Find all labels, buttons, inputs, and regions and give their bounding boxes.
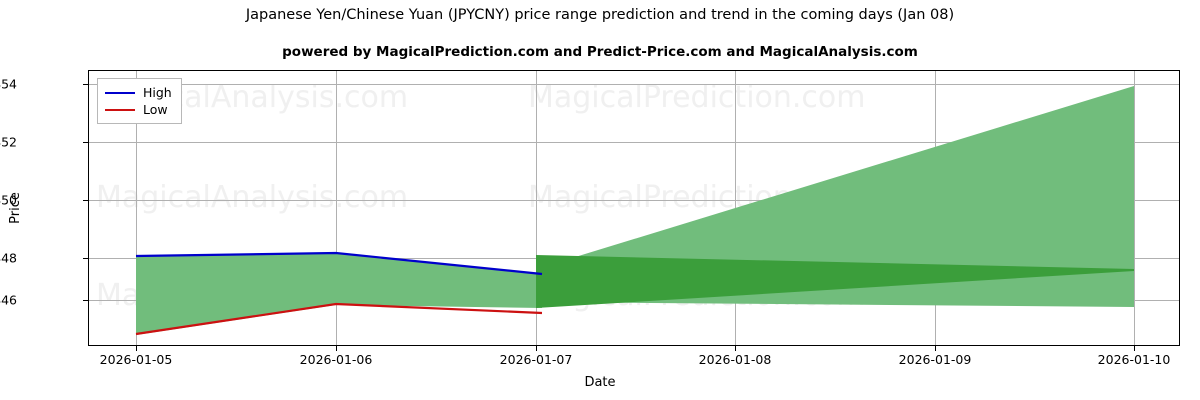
legend-label-high: High <box>143 85 172 100</box>
x-tick-label-3: 2026-01-08 <box>698 352 772 367</box>
gridline-x-2026-01-05 <box>136 70 137 346</box>
y-tick-mark-3 <box>83 142 88 143</box>
forecast-inner-band <box>536 255 1134 308</box>
x-tick-label-2: 2026-01-07 <box>499 352 573 367</box>
y-tick-mark-0 <box>83 300 88 301</box>
chart-title: Japanese Yen/Chinese Yuan (JPYCNY) price… <box>245 7 955 23</box>
x-tick-label-4: 2026-01-09 <box>898 352 972 367</box>
x-tick-label-1: 2026-01-06 <box>299 352 373 367</box>
gridline-y-0.0454 <box>88 84 1180 85</box>
x-axis-label: Date <box>584 375 616 390</box>
gridline-y-0.0450 <box>88 200 1180 201</box>
x-tick-mark-0 <box>136 346 137 351</box>
gridline-y-0.0452 <box>88 142 1180 143</box>
x-tick-mark-4 <box>935 346 936 351</box>
x-tick-mark-5 <box>1134 346 1135 351</box>
legend-entry-low: Low <box>105 101 172 118</box>
y-tick-label-2: 0.0450 <box>0 192 17 208</box>
legend-entry-high: High <box>105 84 172 101</box>
x-tick-mark-2 <box>536 346 537 351</box>
y-tick-label-0: 0.0446 <box>0 292 17 308</box>
gridline-x-2026-01-07 <box>536 70 537 346</box>
historical-range-band <box>136 253 542 335</box>
plot-area: MagicalAnalysis.com MagicalPrediction.co… <box>88 70 1180 346</box>
legend-swatch-high-icon <box>105 91 135 94</box>
y-tick-label-3: 0.0452 <box>0 134 17 150</box>
chart-legend: High Low <box>97 78 182 124</box>
x-tick-label-5: 2026-01-10 <box>1097 352 1171 367</box>
x-tick-mark-3 <box>735 346 736 351</box>
plot-border <box>88 70 1180 346</box>
gridline-x-2026-01-10 <box>1134 70 1135 346</box>
y-tick-mark-4 <box>83 84 88 85</box>
y-tick-mark-2 <box>83 200 88 201</box>
legend-label-low: Low <box>143 102 168 117</box>
y-tick-mark-1 <box>83 258 88 259</box>
chart-subtitle: powered by MagicalPrediction.com and Pre… <box>282 44 918 60</box>
forecast-outer-band <box>536 86 1134 307</box>
high-line <box>135 251 543 276</box>
y-tick-label-4: 0.0454 <box>0 76 17 92</box>
y-tick-label-1: 0.0448 <box>0 250 17 266</box>
x-tick-mark-1 <box>336 346 337 351</box>
legend-swatch-low-icon <box>105 108 135 111</box>
x-tick-label-0: 2026-01-05 <box>99 352 173 367</box>
series-svg <box>135 86 1134 336</box>
low-line <box>135 302 543 336</box>
gridline-x-2026-01-06 <box>336 70 337 346</box>
